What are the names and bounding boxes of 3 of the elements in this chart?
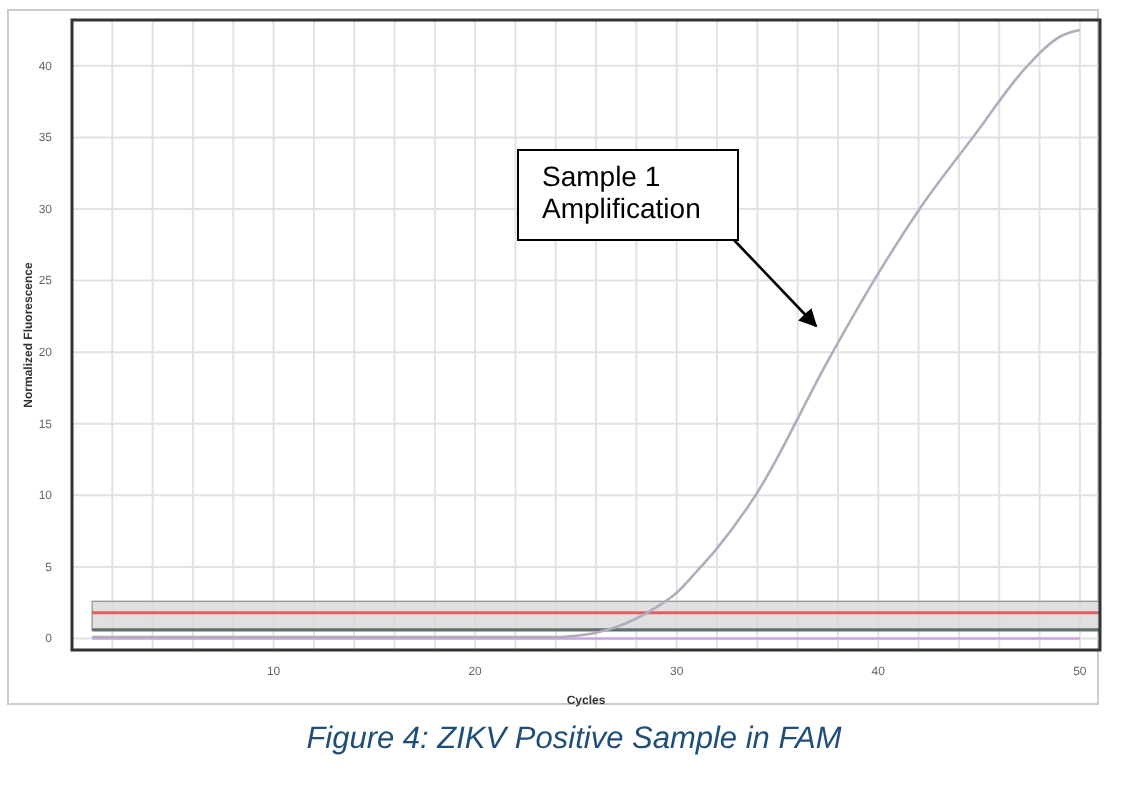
text: Figure 4: ZIKV Positive Sample in FAM (306, 722, 842, 756)
annotation: Sample 1 Amplification (542, 160, 701, 224)
line-series (90, 28, 1082, 639)
